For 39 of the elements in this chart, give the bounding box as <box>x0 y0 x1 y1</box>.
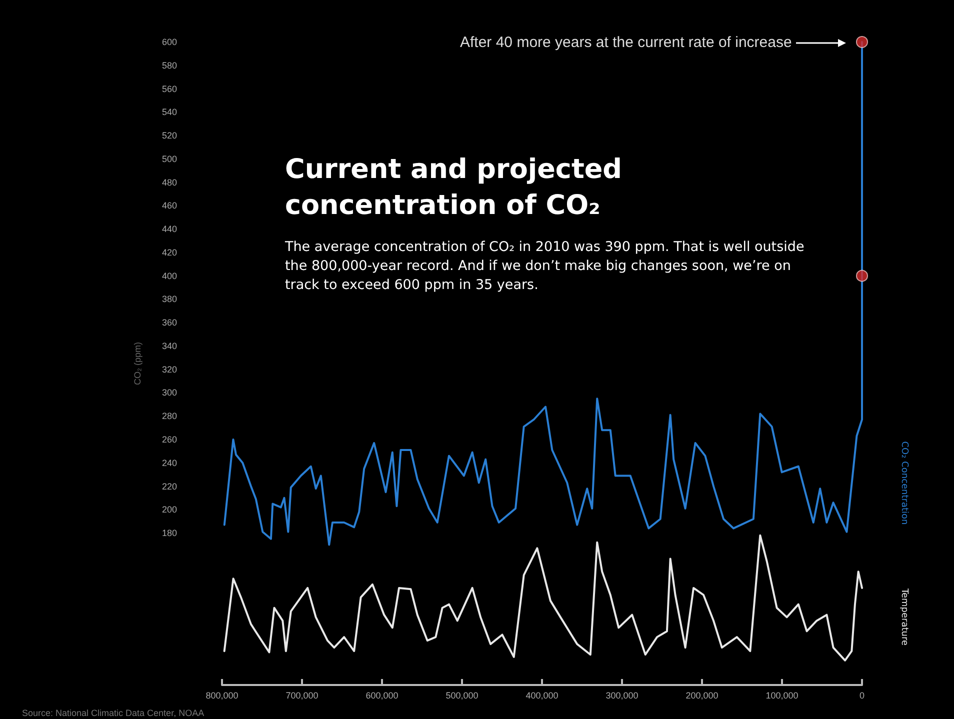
y-axis-title: CO₂ (ppm) <box>132 342 142 385</box>
x-tick-label: 800,000 <box>206 690 238 700</box>
y-tick-label: 240 <box>162 458 178 468</box>
annotation: After 40 more years at the current rate of increase <box>460 34 792 50</box>
y-tick-label: 440 <box>162 224 178 234</box>
y-tick-label: 520 <box>162 130 178 141</box>
y-tick-label: 500 <box>162 154 178 164</box>
x-tick-label: 0 <box>859 690 865 700</box>
x-tick-label: 300,000 <box>606 690 638 700</box>
y-tick-label: 560 <box>162 84 178 94</box>
source-note: Source: National Climatic Data Center, NOAA <box>22 708 204 718</box>
y-tick-label: 260 <box>162 434 178 444</box>
text: The average concentration of CO₂ in 2010 was 390 ppm. That is well outside the 800,000-year record. And if we don’t make big changes soon, we’re on track to exceed 600 ppm in 35 years. <box>285 238 806 295</box>
y-tick-label: 420 <box>162 247 178 258</box>
y-tick-label: 340 <box>162 340 178 351</box>
x-tick-label: 100,000 <box>766 690 798 700</box>
line-series <box>223 534 863 662</box>
y-tick-label: 600 <box>162 37 178 47</box>
x-tick-label: 600,000 <box>366 690 398 700</box>
y-tick-label: 360 <box>162 318 178 328</box>
text: CO₂ Concentration <box>899 440 909 524</box>
y-tick-label: 400 <box>162 270 178 281</box>
y-tick-label: 320 <box>162 364 178 374</box>
y-tick-label: 200 <box>162 504 178 515</box>
text: Temperature <box>899 588 909 646</box>
x-tick-label: 200,000 <box>686 690 718 700</box>
text: Current and projected concentration of CO₂ <box>285 153 623 223</box>
x-tick-label: 400,000 <box>526 690 558 700</box>
x-tick-label: 700,000 <box>286 690 318 700</box>
y-tick-label: 180 <box>162 528 178 538</box>
x-tick-label: 500,000 <box>446 690 478 700</box>
y-tick-label: 480 <box>162 177 178 188</box>
y-tick-label: 280 <box>162 411 178 422</box>
y-tick-label: 460 <box>162 200 178 211</box>
y-tick-label: 540 <box>162 107 178 118</box>
y-tick-label: 220 <box>162 481 178 492</box>
y-tick-label: 300 <box>162 388 178 398</box>
y-tick-label: 580 <box>162 60 178 70</box>
y-tick-label: 380 <box>162 294 178 304</box>
